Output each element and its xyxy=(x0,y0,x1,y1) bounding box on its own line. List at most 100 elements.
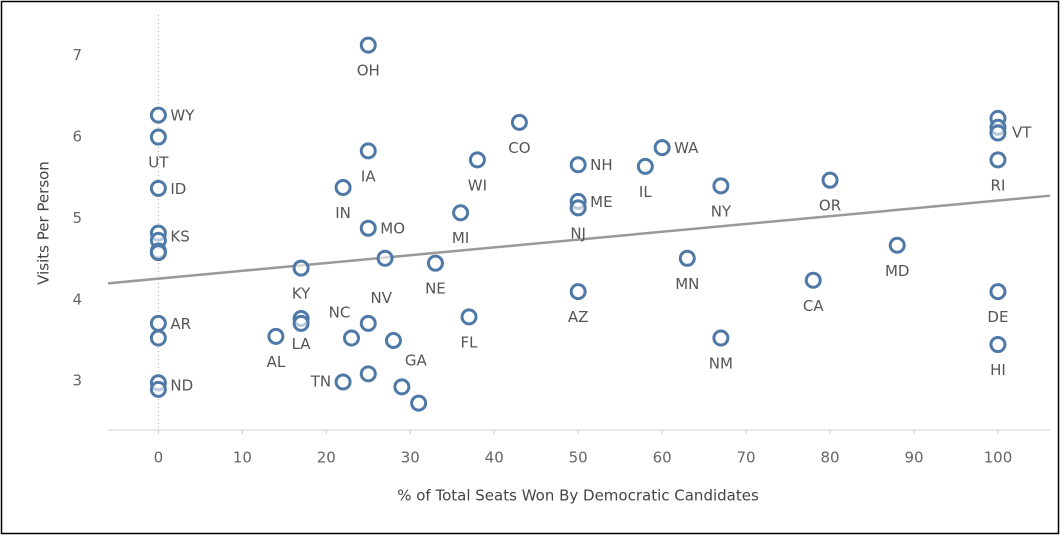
point xyxy=(989,151,1007,169)
point-label: ND xyxy=(170,376,193,394)
point xyxy=(149,380,167,398)
point xyxy=(452,204,470,222)
point xyxy=(359,219,377,237)
point xyxy=(426,254,444,272)
x-tick-label: 0 xyxy=(154,449,164,467)
point xyxy=(149,314,167,332)
point-label: TN xyxy=(310,372,331,390)
point xyxy=(334,373,352,391)
point xyxy=(989,336,1007,354)
point xyxy=(292,259,310,277)
point xyxy=(359,36,377,54)
point-label: KS xyxy=(170,228,189,246)
point-label: RI xyxy=(991,176,1006,194)
x-tick-label: 90 xyxy=(904,449,923,467)
trend-line xyxy=(107,194,1051,285)
point xyxy=(569,283,587,301)
point xyxy=(989,124,1007,142)
point-label: MI xyxy=(452,229,469,247)
point-label: NV xyxy=(371,289,393,307)
point xyxy=(804,271,822,289)
point xyxy=(149,179,167,197)
y-tick-label: 3 xyxy=(72,372,82,390)
point-label: UT xyxy=(148,154,169,172)
point-label: NE xyxy=(425,280,446,298)
point xyxy=(468,151,486,169)
point xyxy=(384,331,402,349)
point-label: ME xyxy=(590,193,612,211)
point-label: VT xyxy=(1012,123,1032,141)
point xyxy=(149,244,167,262)
point-label: GA xyxy=(405,351,428,369)
point-label: IN xyxy=(335,204,351,222)
point-label: HI xyxy=(990,361,1006,379)
y-tick-label: 7 xyxy=(72,46,82,64)
point-label: MD xyxy=(885,262,910,280)
point-label: MO xyxy=(380,220,405,238)
point-label: IL xyxy=(639,183,652,201)
point-label: MN xyxy=(675,275,699,293)
point xyxy=(292,314,310,332)
point-label: CO xyxy=(508,139,530,157)
point-label: AR xyxy=(170,315,191,333)
x-tick-label: 100 xyxy=(984,449,1013,467)
point xyxy=(636,157,654,175)
x-tick-label: 80 xyxy=(820,449,839,467)
y-axis-title: Visits Per Person xyxy=(35,161,53,285)
point xyxy=(149,128,167,146)
point-label: IA xyxy=(361,167,376,185)
point xyxy=(510,113,528,131)
point xyxy=(410,394,428,412)
y-tick-label: 6 xyxy=(72,128,82,146)
point-label: OH xyxy=(357,62,380,80)
point-label: CA xyxy=(803,297,824,315)
point-label: NJ xyxy=(570,224,586,242)
point xyxy=(342,329,360,347)
x-tick-label: 70 xyxy=(737,449,756,467)
x-axis-title: % of Total Seats Won By Democratic Candi… xyxy=(397,487,759,505)
point-label: LA xyxy=(292,335,312,353)
point-label: NH xyxy=(590,156,613,174)
point xyxy=(149,329,167,347)
point-label: WI xyxy=(468,176,487,194)
x-tick-label: 20 xyxy=(317,449,336,467)
point-label: AZ xyxy=(568,308,589,326)
x-tick-label: 50 xyxy=(569,449,588,467)
point xyxy=(569,199,587,217)
point-label: NM xyxy=(709,355,733,373)
point xyxy=(359,314,377,332)
y-tick-label: 4 xyxy=(72,290,82,308)
point-label: AL xyxy=(267,353,286,371)
x-tick-label: 30 xyxy=(401,449,420,467)
x-tick-label: 10 xyxy=(233,449,252,467)
point-label: WY xyxy=(170,107,195,125)
point xyxy=(267,327,285,345)
point-label: NC xyxy=(329,304,351,322)
point-label: ID xyxy=(170,180,186,198)
point xyxy=(460,308,478,326)
point-label: WA xyxy=(674,139,699,157)
point xyxy=(569,156,587,174)
point-label: FL xyxy=(461,333,479,351)
point xyxy=(393,378,411,396)
y-tick-label: 5 xyxy=(72,209,82,227)
point-label: KY xyxy=(292,285,311,303)
point xyxy=(888,236,906,254)
point-label: DE xyxy=(987,308,1008,326)
point xyxy=(376,249,394,267)
point xyxy=(712,329,730,347)
point-label: OR xyxy=(819,197,841,215)
point xyxy=(989,283,1007,301)
point xyxy=(359,365,377,383)
point xyxy=(653,139,671,157)
point-label: NY xyxy=(711,202,732,220)
point xyxy=(712,177,730,195)
x-tick-label: 60 xyxy=(653,449,672,467)
point xyxy=(334,179,352,197)
x-tick-label: 40 xyxy=(485,449,504,467)
point xyxy=(359,142,377,160)
point xyxy=(149,106,167,124)
point xyxy=(821,171,839,189)
